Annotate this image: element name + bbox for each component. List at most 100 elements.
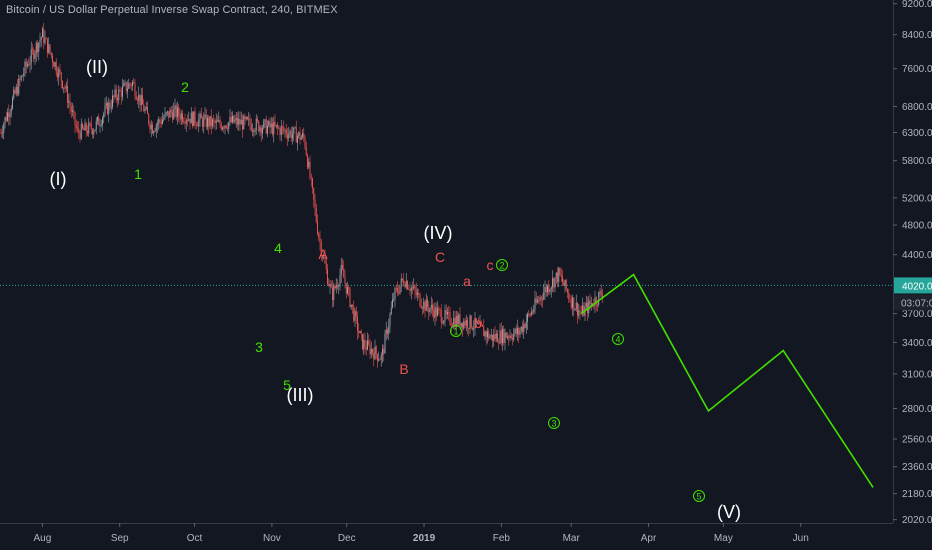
candle-body [563, 282, 565, 286]
candle-body [100, 124, 102, 126]
candle-body [303, 133, 305, 138]
candle-body [9, 112, 11, 118]
candle-body [360, 331, 362, 335]
price-tick-label: 2800.0 [902, 404, 932, 415]
candle-body [148, 113, 150, 124]
candle-body [585, 303, 587, 307]
candle-body [264, 119, 266, 121]
candle-body [114, 89, 116, 97]
candle-body [422, 307, 423, 309]
candle-body [120, 90, 122, 97]
candle-body [550, 287, 552, 290]
candle-body [89, 122, 91, 124]
candle-body [445, 310, 447, 315]
candle-body [32, 49, 33, 51]
candle-body [0, 132, 2, 134]
candle-body [455, 316, 457, 328]
wave-label: a [463, 273, 471, 289]
candle-body [62, 80, 63, 89]
candle-body [514, 328, 516, 334]
candle-body [598, 292, 600, 305]
candle-body [168, 111, 170, 118]
wave-label: 2 [181, 79, 189, 95]
candle-body [184, 121, 186, 124]
candle-body [307, 155, 308, 168]
price-tick-label: 2020.0 [902, 515, 932, 526]
candle-body [340, 265, 342, 276]
candle-body [399, 285, 401, 294]
candle-body [492, 334, 493, 341]
candle-body [77, 127, 78, 129]
candle-body [79, 132, 81, 139]
price-tick-label: 3400.0 [902, 338, 932, 349]
candle-body [477, 322, 478, 324]
wave-label: B [399, 361, 408, 377]
candle-body [228, 122, 230, 129]
candle-body [372, 349, 373, 353]
candle-body [174, 105, 176, 110]
candle-body [432, 304, 433, 311]
candle-body [115, 89, 117, 98]
candle-body [473, 328, 475, 330]
candle-body [15, 86, 17, 94]
candle-body [515, 328, 517, 334]
candle-body [574, 309, 576, 311]
projection-path [580, 273, 874, 488]
candle-body [568, 292, 570, 299]
candle-body [532, 311, 533, 313]
candle-body [538, 300, 540, 302]
candle-body [495, 333, 497, 339]
candle-body [355, 311, 357, 317]
candle-body [305, 146, 307, 156]
candle-body [577, 302, 578, 316]
candle-body [408, 289, 410, 290]
candle-body [504, 332, 506, 343]
candle-body [387, 329, 388, 335]
candle-body [582, 305, 583, 314]
candle-body [332, 287, 333, 301]
candle-body [400, 278, 402, 286]
candle-body [75, 124, 77, 128]
candle-body [45, 38, 47, 40]
candle-body [443, 320, 445, 324]
price-tick-label: 6300.0 [902, 128, 932, 139]
wave-label-circled: 2 [499, 261, 504, 271]
candle-body [130, 84, 132, 87]
candle-body [484, 331, 486, 337]
candle-body [560, 274, 562, 277]
candle-body [195, 123, 197, 126]
candle-body [444, 310, 446, 321]
candle-body [5, 117, 7, 121]
candle-body [265, 119, 267, 134]
candle-body [122, 86, 123, 97]
candle-body [385, 329, 387, 334]
candle-body [483, 326, 485, 337]
candle-body [342, 265, 343, 269]
candle-body [297, 135, 298, 143]
price-tick-label: 7600.0 [902, 64, 932, 75]
candle-body [170, 109, 172, 113]
candle-body [58, 69, 60, 78]
candle-body [380, 354, 382, 360]
candle-body [388, 326, 390, 335]
candle-body [368, 340, 370, 345]
wave-label-circled: 1 [453, 327, 458, 337]
candle-body [302, 133, 303, 138]
candle-body [39, 39, 41, 43]
candle-body [209, 116, 211, 127]
candle-body [389, 314, 391, 327]
candle-body [229, 117, 231, 123]
candle-body [240, 119, 242, 125]
candle-body [528, 313, 530, 315]
candle-body [463, 321, 465, 329]
candle-body [365, 347, 367, 350]
candle-body [367, 340, 368, 350]
candle-body [263, 120, 265, 129]
candle-body [57, 73, 58, 78]
candle-body [459, 314, 461, 327]
candle-body [420, 305, 422, 308]
candle-body [285, 129, 287, 135]
